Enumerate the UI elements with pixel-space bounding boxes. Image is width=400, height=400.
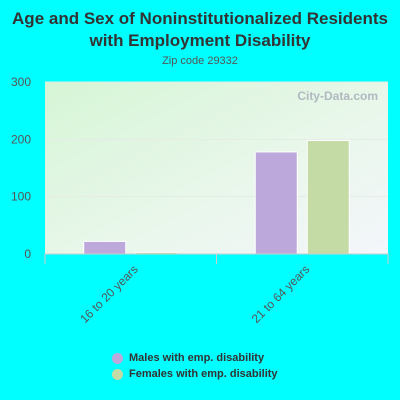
- y-tick-label-100: 100: [11, 190, 31, 204]
- watermark-text: City-Data.com: [297, 89, 378, 103]
- legend-label-males: Males with emp. disability: [129, 352, 265, 364]
- x-category-label-0: 16 to 20 years: [77, 262, 141, 326]
- y-tick-label-0: 0: [24, 247, 31, 261]
- bar-males-1[interactable]: [254, 151, 298, 255]
- legend-item-females: Females with emp. disability: [112, 366, 278, 382]
- chart-subtitle: Zip code 29332: [162, 55, 238, 67]
- legend-item-males: Males with emp. disability: [112, 350, 278, 366]
- x-category-label-1: 21 to 64 years: [249, 262, 313, 326]
- legend-swatch-males: [112, 352, 123, 364]
- y-tick-label-200: 200: [11, 132, 31, 146]
- legend-swatch-females: [112, 368, 123, 380]
- chart-title: Age and Sex of Noninstitutionalized Resi…: [12, 9, 388, 50]
- legend-label-females: Females with emp. disability: [129, 368, 278, 380]
- bar-males-0[interactable]: [83, 240, 127, 255]
- y-tick-label-300: 300: [11, 75, 31, 89]
- legend: Males with emp. disability Females with …: [112, 350, 278, 382]
- bar-females-1[interactable]: [306, 139, 350, 255]
